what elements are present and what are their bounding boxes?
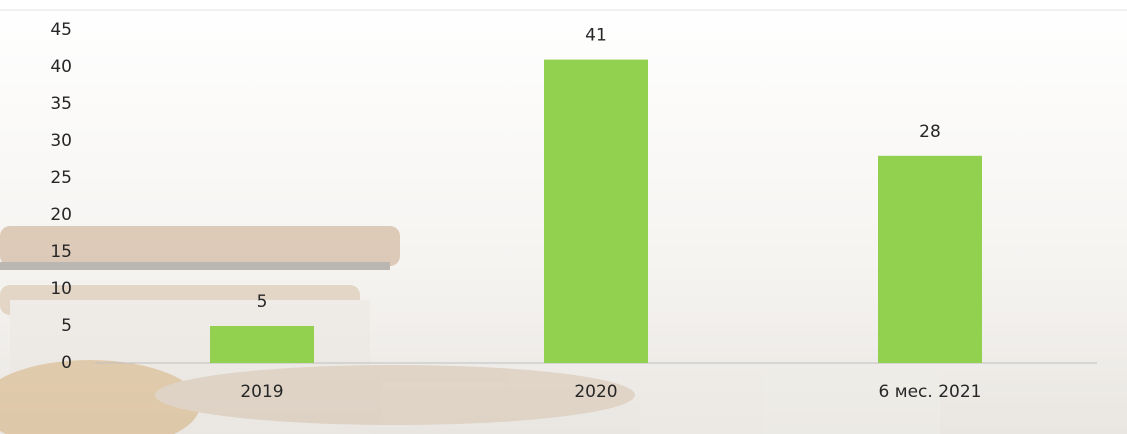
x-tick-label: 2020 [574,382,617,402]
y-tick-label: 40 [50,57,72,77]
y-tick-label: 5 [61,316,72,336]
y-tick-label: 10 [50,279,72,299]
data-label: 28 [919,122,941,142]
y-tick-label: 0 [61,353,72,373]
data-label: 41 [585,26,607,46]
chart: 0 5 10 15 20 25 30 35 40 45 2019 5 2020 41 6 мес. 2021… [0,0,1127,434]
data-label: 5 [257,292,268,312]
y-tick-label: 45 [50,20,72,40]
bar [878,156,982,363]
y-tick-label: 25 [50,168,72,188]
page: 0 5 10 15 20 25 30 35 40 45 2019 5 2020 41 6 мес. 2021… [0,0,1127,434]
bar [210,326,314,363]
x-tick-label: 6 мес. 2021 [879,382,982,402]
y-tick-label: 30 [50,131,72,151]
x-tick-label: 2019 [240,382,283,402]
y-tick-label: 15 [50,242,72,262]
y-tick-label: 20 [50,205,72,225]
y-tick-label: 35 [50,94,72,114]
bar [544,60,648,363]
